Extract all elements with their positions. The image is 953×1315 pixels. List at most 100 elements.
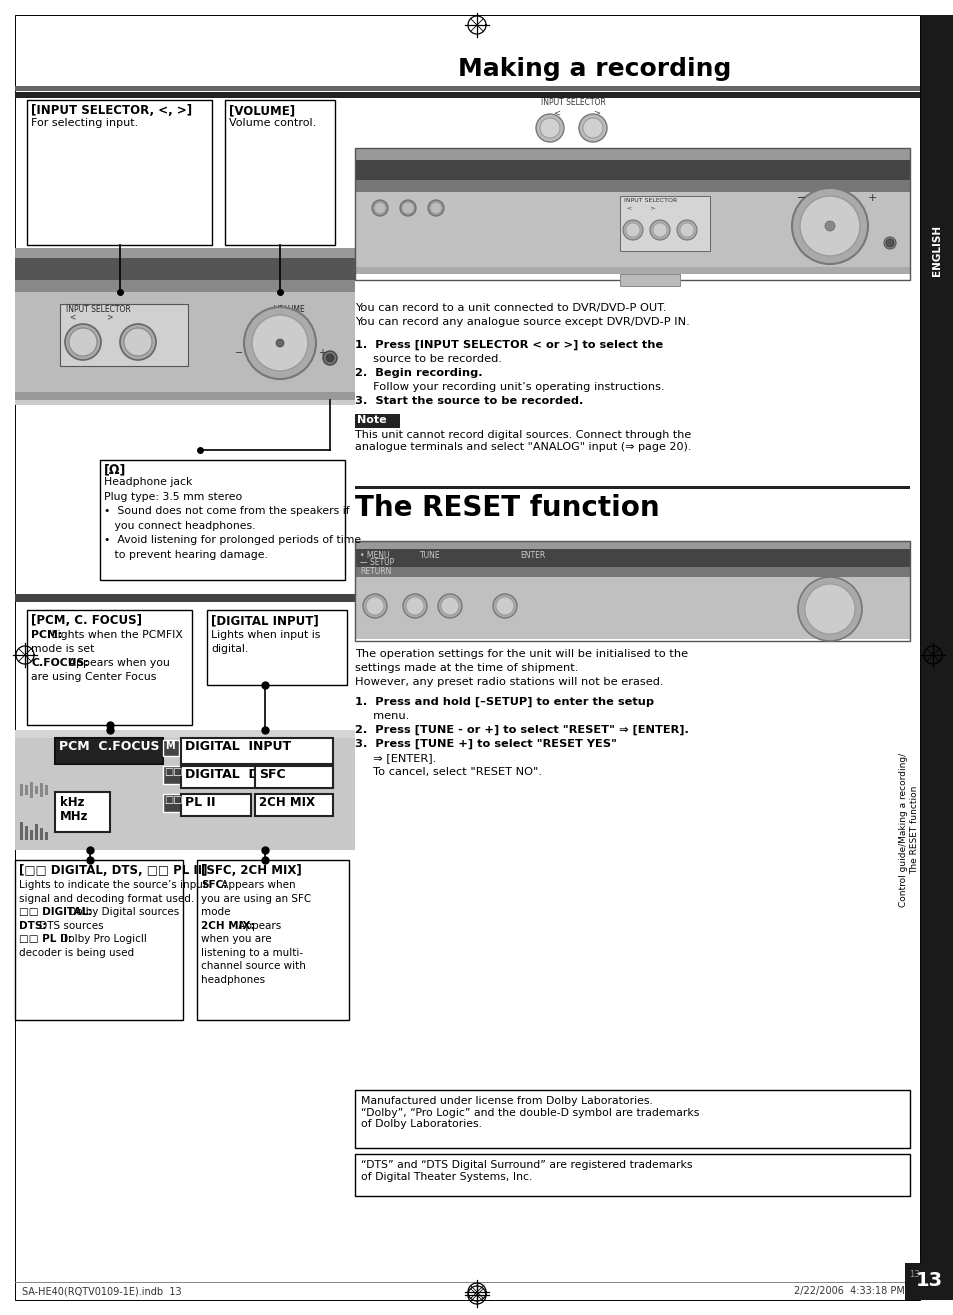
Bar (30, 830, 33, 840)
Text: DTS:: DTS: (19, 920, 47, 931)
Bar (100, 460, 345, 580)
Bar (55, 792, 110, 832)
Text: to prevent hearing damage.: to prevent hearing damage. (104, 550, 268, 559)
Text: Control guide/Making a recording/
The RESET function: Control guide/Making a recording/ The RE… (899, 753, 918, 907)
Circle shape (399, 200, 416, 216)
Bar (40, 828, 43, 840)
Text: ENTER: ENTER (519, 551, 545, 560)
Bar (30, 782, 33, 798)
Text: ⇒ [ENTER].: ⇒ [ENTER]. (355, 753, 436, 763)
Text: [□□ DIGITAL, DTS, □□ PL II]: [□□ DIGITAL, DTS, □□ PL II] (19, 864, 208, 877)
Text: channel source with: channel source with (201, 961, 306, 970)
Text: TUNE: TUNE (419, 551, 440, 560)
Text: For selecting input.: For selecting input. (30, 118, 138, 128)
Text: 3.  Press [TUNE +] to select "RESET YES": 3. Press [TUNE +] to select "RESET YES" (355, 739, 617, 750)
Text: •  Sound does not come from the speakers if: • Sound does not come from the speakers … (104, 506, 349, 515)
Bar (355, 180, 909, 192)
Text: The RESET function: The RESET function (355, 494, 659, 522)
Circle shape (65, 323, 101, 360)
Text: □□ PL II:: □□ PL II: (19, 934, 71, 944)
Text: you are using an SFC: you are using an SFC (201, 893, 311, 903)
Circle shape (406, 597, 423, 615)
Text: Plug type: 3.5 mm stereo: Plug type: 3.5 mm stereo (104, 492, 242, 501)
Circle shape (244, 306, 315, 379)
Text: Manufactured under license from Dolby Laboratories.
“Dolby”, “Pro Logic” and the: Manufactured under license from Dolby La… (360, 1095, 699, 1130)
Circle shape (791, 188, 867, 264)
Text: INPUT SELECTOR: INPUT SELECTOR (540, 99, 605, 107)
Text: □□: □□ (164, 767, 182, 777)
Bar (355, 540, 909, 640)
Text: +: + (317, 348, 326, 358)
Circle shape (366, 597, 384, 615)
Bar (25, 826, 28, 840)
Text: 3.  Start the source to be recorded.: 3. Start the source to be recorded. (355, 396, 583, 406)
Bar (355, 540, 909, 548)
Text: PCM  C.FOCUS: PCM C.FOCUS (59, 740, 159, 753)
Text: <             >: < > (70, 313, 113, 322)
Bar (619, 274, 679, 285)
Bar (355, 487, 909, 489)
Text: DTS sources: DTS sources (36, 920, 103, 931)
Text: Volume control.: Volume control. (229, 118, 315, 128)
Text: DIGITAL  INPUT: DIGITAL INPUT (185, 740, 291, 753)
Text: Follow your recording unit’s operating instructions.: Follow your recording unit’s operating i… (355, 381, 664, 392)
Circle shape (493, 594, 517, 618)
Bar (163, 794, 181, 811)
Bar (15, 85, 919, 91)
Circle shape (120, 323, 156, 360)
Bar (355, 1090, 909, 1148)
Circle shape (652, 224, 666, 237)
Circle shape (679, 224, 693, 237)
Circle shape (69, 327, 97, 356)
Text: [SFC, 2CH MIX]: [SFC, 2CH MIX] (201, 864, 301, 877)
Text: INPUT SELECTOR: INPUT SELECTOR (623, 199, 677, 203)
Circle shape (677, 220, 697, 241)
Circle shape (428, 200, 443, 216)
Circle shape (578, 114, 606, 142)
Text: headphones: headphones (201, 974, 265, 985)
Text: Headphone jack: Headphone jack (104, 477, 193, 487)
Text: [DIGITAL INPUT]: [DIGITAL INPUT] (211, 614, 318, 627)
Text: <: < (553, 108, 559, 117)
Bar (920, 14, 953, 1301)
Bar (355, 192, 909, 267)
Text: you connect headphones.: you connect headphones. (104, 521, 255, 530)
Bar (904, 1262, 953, 1301)
Text: • MENU: • MENU (359, 551, 389, 560)
Text: However, any preset radio stations will not be erased.: However, any preset radio stations will … (355, 677, 663, 686)
Text: •  Avoid listening for prolonged periods of time: • Avoid listening for prolonged periods … (104, 535, 361, 544)
Circle shape (797, 577, 862, 640)
Circle shape (430, 203, 441, 214)
Text: mode: mode (201, 907, 231, 917)
Text: Making a recording: Making a recording (457, 57, 731, 82)
Bar (619, 196, 709, 251)
Bar (20, 822, 23, 840)
Text: Appears when you: Appears when you (66, 658, 170, 668)
Text: DIGITAL  DTS: DIGITAL DTS (185, 768, 276, 781)
Text: M: M (165, 740, 174, 751)
Bar (254, 767, 333, 788)
Bar (35, 825, 38, 840)
Bar (355, 548, 909, 567)
Circle shape (649, 220, 669, 241)
Bar (15, 400, 355, 405)
Text: Note: Note (356, 416, 386, 425)
Bar (355, 149, 909, 160)
Text: [VOLUME]: [VOLUME] (229, 104, 294, 117)
Circle shape (326, 354, 334, 362)
Text: “DTS” and “DTS Digital Surround” are registered trademarks
of Digital Theater Sy: “DTS” and “DTS Digital Surround” are reg… (360, 1160, 692, 1182)
Text: settings made at the time of shipment.: settings made at the time of shipment. (355, 663, 578, 673)
Bar (45, 785, 48, 796)
Bar (355, 577, 909, 639)
Text: Lights when the PCMFIX: Lights when the PCMFIX (49, 630, 183, 640)
Text: The operation settings for the unit will be initialised to the: The operation settings for the unit will… (355, 650, 687, 659)
Text: SFC: SFC (258, 768, 285, 781)
Bar (225, 100, 335, 245)
Bar (355, 267, 909, 274)
Text: −: − (796, 193, 805, 203)
Text: Dolby Pro LogicII: Dolby Pro LogicII (57, 934, 147, 944)
Text: digital.: digital. (211, 644, 248, 654)
Bar (355, 149, 909, 280)
Bar (15, 258, 355, 280)
Text: C.FOCUS:: C.FOCUS: (30, 658, 89, 668)
